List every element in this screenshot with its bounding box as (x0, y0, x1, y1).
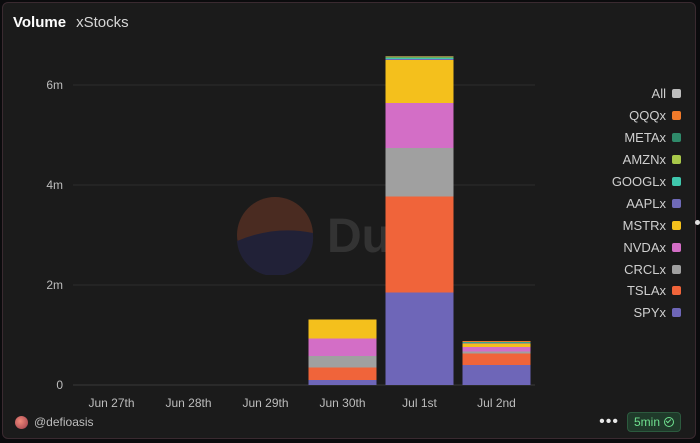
y-tick-label: 6m (46, 78, 63, 92)
x-tick-label: Jul 1st (402, 396, 437, 410)
legend-swatch (672, 264, 681, 274)
bar-segment-googlx (385, 58, 454, 59)
author-handle: @defioasis (34, 415, 94, 429)
bar-segment-tslax (308, 367, 377, 380)
chart-subtitle: xStocks (76, 13, 129, 31)
bar-segment-spyx (462, 365, 531, 385)
legend-item[interactable]: QQQx (612, 105, 681, 127)
footer-controls: ••• 5min (599, 412, 681, 432)
bar-segment-nvdax (462, 347, 531, 352)
refresh-interval: 5min (633, 415, 660, 429)
legend-swatch (672, 242, 681, 252)
bar-segment-aaplx (462, 343, 531, 344)
legend-label: AMZNx (622, 152, 666, 168)
bar-segment-metax (462, 342, 531, 343)
bar-segment-metax (385, 56, 454, 58)
legend-swatch (672, 286, 681, 296)
check-circle-icon (664, 417, 674, 427)
legend-label: CRCLx (624, 261, 666, 277)
legend-label: TSLAx (626, 283, 666, 299)
x-tick-label: Jun 30th (319, 396, 365, 410)
legend-item[interactable]: GOOGLx (612, 171, 681, 193)
bar-segment-mstrx (462, 343, 531, 347)
y-tick-label: 0 (56, 378, 63, 392)
bar-segment-spyx (308, 380, 377, 385)
legend-swatch (672, 111, 681, 121)
bar-segment-mstrx (308, 319, 377, 339)
bar-segment-qqqx (462, 341, 531, 342)
legend-item[interactable]: TSLAx (612, 280, 681, 302)
bar-segment-crclx (462, 351, 531, 354)
bar-segment-amznx (385, 57, 454, 58)
more-options-icon[interactable]: ••• (599, 413, 619, 430)
legend-label: AAPLx (626, 195, 666, 211)
x-tick-label: Jun 28th (165, 396, 211, 410)
bar-segment-spyx (385, 292, 454, 385)
legend-label: NVDAx (623, 239, 666, 255)
avatar (15, 415, 28, 429)
legend-item[interactable]: AMZNx (612, 149, 681, 171)
legend-label: MSTRx (622, 217, 666, 233)
legend-swatch (672, 177, 681, 186)
bar-segment-tslax (385, 196, 454, 293)
legend-item[interactable]: METAx (612, 127, 681, 149)
bar-segment-googlx (462, 342, 531, 343)
x-tick-label: Jul 2nd (477, 396, 516, 410)
stacked-bar-chart: 0 2m 4m 6m Jun 27th Jun 28th Jun 29th Jun 30th J… (46, 56, 535, 410)
legend-item[interactable]: MSTRx (612, 214, 681, 236)
legend-item[interactable]: All (612, 83, 681, 105)
author-credit[interactable]: @defioasis (15, 415, 94, 429)
legend-swatch (672, 308, 681, 318)
refresh-badge[interactable]: 5min (626, 412, 681, 432)
legend-swatch (672, 89, 681, 99)
legend-swatch (672, 133, 681, 143)
y-tick-label: 4m (46, 178, 63, 192)
legend-swatch (672, 198, 681, 208)
bar-segment-tslax (462, 353, 531, 365)
x-tick-label: Jun 27th (88, 396, 134, 410)
bar-segment-qqqx (385, 56, 454, 57)
legend-label: All (651, 86, 666, 102)
bar-segment-nvdax (385, 103, 454, 148)
legend-swatch (672, 220, 681, 230)
y-tick-label: 2m (46, 278, 63, 292)
bar-segment-crclx (385, 148, 454, 197)
legend-label: GOOGLx (611, 174, 666, 189)
x-tick-label: Jun 29th (242, 396, 288, 410)
bar-segment-crclx (308, 356, 377, 368)
legend-item[interactable]: AAPLx (612, 192, 681, 214)
bar-segment-aaplx (385, 59, 454, 60)
legend-item[interactable]: NVDAx (612, 236, 681, 258)
legend-label: SPYx (633, 305, 666, 321)
legend-label: METAx (624, 130, 666, 146)
bar-segment-nvdax (308, 338, 377, 356)
legend-swatch (672, 155, 681, 165)
chart-header: Volume xStocks (13, 12, 129, 32)
bar-segment-mstrx (385, 60, 454, 103)
scroll-indicator (695, 220, 700, 225)
legend-item[interactable]: CRCLx (612, 258, 681, 280)
chart-title: Volume (13, 13, 67, 31)
legend-item[interactable]: SPYx (612, 302, 681, 324)
legend-label: QQQx (629, 108, 666, 124)
chart-legend: All QQQx METAx AMZNx GOOGLx AAPLx MSTRx NVDAx CR… (612, 83, 681, 324)
